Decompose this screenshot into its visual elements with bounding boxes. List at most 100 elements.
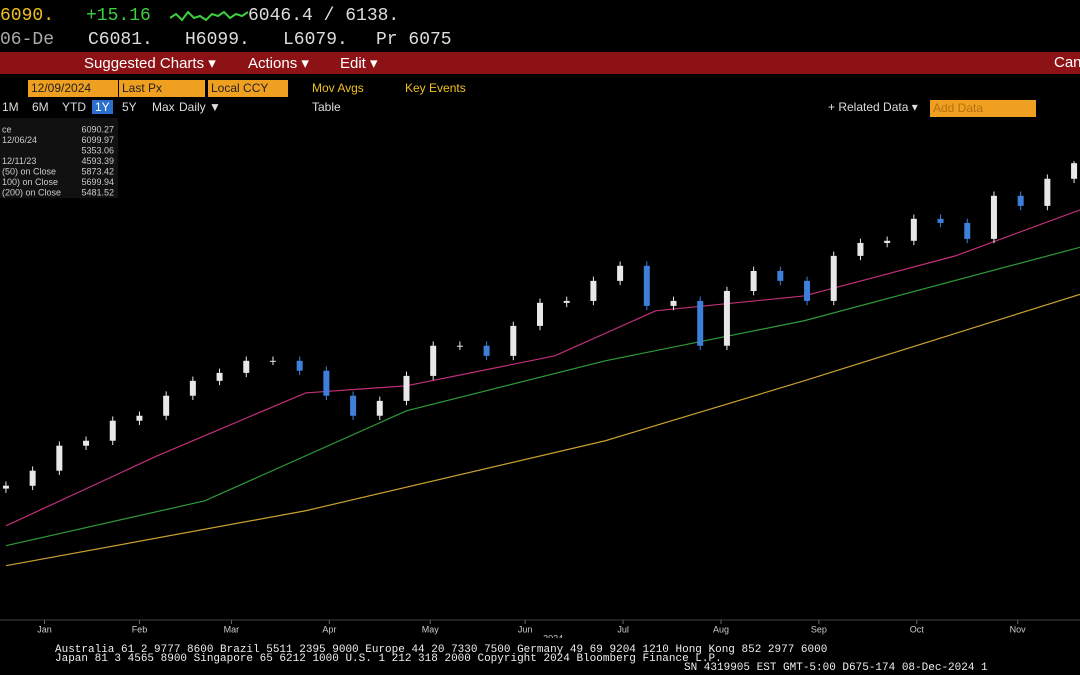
candle-body [723,291,730,346]
cancel[interactable]: Can [1054,54,1080,71]
candle-body [537,302,543,326]
period-button[interactable]: 1Y [92,100,113,114]
candle-body [376,400,383,416]
date-input[interactable]: 12/09/2024 [28,80,118,97]
prev: Pr 6075 [376,30,452,50]
period-button[interactable]: 5Y [122,100,137,114]
currency-input[interactable]: Local CCY [208,80,288,97]
key-events[interactable]: Key Events [405,81,466,95]
candle-body [884,240,891,243]
legend-value: 5873.42 [81,166,114,176]
candle-body [830,255,837,301]
candle-body [243,360,250,373]
legend-box [0,118,118,198]
moving-average [5,209,1080,527]
candle-body [937,218,944,223]
candle-body [456,345,463,347]
candle-body [857,242,864,256]
menu-bar: Suggested Charts ▾ Actions ▾ Edit ▾ Can [0,52,1080,74]
candle-body [403,375,410,401]
moving-average [5,293,1080,567]
candle-body [964,222,971,239]
actions[interactable]: Actions ▾ [248,55,309,72]
legend-value: 4593.39 [81,156,114,166]
change: +15.16 [86,6,151,26]
year-label: 2024 [543,633,563,638]
x-tick-label: Mar [224,624,240,634]
candle-body [136,415,143,421]
candle-body [163,395,170,416]
candle-body [990,195,997,239]
legend-label: 100) on Close [2,177,58,187]
footer-line: Australia 61 2 9777 8600 Brazil 5511 239… [55,644,828,656]
open: C6081. [88,30,153,50]
x-tick-label: Sep [811,624,827,634]
legend-value: 5353.06 [81,145,114,155]
legend-value: 6090.27 [81,124,114,134]
x-tick-label: Feb [132,624,148,634]
candle-body [56,445,63,471]
period-button[interactable]: 6M [32,100,49,114]
sparkline [170,10,248,22]
related-data[interactable]: + Related Data ▾ [828,100,918,114]
candle-body [510,325,517,356]
range: 6046.4 / 6138. [248,6,400,26]
legend-value: 6099.97 [81,135,114,145]
candle-body [29,470,36,486]
legend-value: 5481.52 [81,187,114,197]
legend-label: 12/06/24 [2,135,37,145]
chart: Jan Feb Mar Apr May Jun Jul Aug Sep Oct Nov 2024 ce 6… [0,118,1080,638]
candle-body [216,372,223,381]
candle-body [563,300,570,303]
candle-body [1017,195,1024,206]
candle-body [670,300,677,306]
add-data[interactable]: Add Data [930,100,1036,117]
candle-body [323,370,330,396]
date: 06-De [0,30,55,50]
mov-avgs[interactable]: Mov Avgs [312,81,364,95]
low: L6079. [283,30,348,50]
candle-body [750,270,757,292]
x-tick-label: Jan [37,624,52,634]
x-tick-label: Apr [322,624,336,634]
candle-body [350,395,357,416]
period-button[interactable]: YTD [62,100,86,114]
candle-body [1071,163,1078,179]
suggested-charts[interactable]: Suggested Charts ▾ [84,55,216,72]
candle-body [483,345,490,356]
candle-body [109,420,116,441]
legend-label: ce [2,124,12,134]
legend-value: 5699.94 [81,177,114,187]
x-tick-label: Jun [518,624,533,634]
candle-body [617,265,624,281]
candle-body [590,280,597,301]
legend-label: (50) on Close [2,166,56,176]
candle-body [643,265,650,306]
period-button[interactable]: Max [152,100,175,114]
candle-body [189,380,196,396]
period-button[interactable]: 1M [2,100,19,114]
candle-body [1044,178,1051,206]
candle-body [697,300,704,346]
frequency[interactable]: Daily ▼ [179,100,221,114]
x-tick-label: Oct [910,624,925,634]
candle-body [296,360,303,371]
edit[interactable]: Edit ▾ [340,55,378,72]
legend-label: 12/11/23 [2,156,36,166]
x-tick-label: Nov [1010,624,1027,634]
footer-line: SN 4319905 EST GMT-5:00 D675-174 08-Dec-… [684,662,988,674]
field-input[interactable]: Last Px [119,80,205,97]
candle-body [804,280,811,301]
legend-label: (200) on Close [2,187,61,197]
last-price: 6090. [0,6,55,26]
table[interactable]: Table [312,100,341,114]
footer-line: Japan 81 3 4565 8900 Singapore 65 6212 1… [55,653,722,665]
x-tick-label: Jul [617,624,629,634]
candle-body [910,218,917,241]
candle-body [777,270,784,281]
candle-body [83,440,90,446]
candle-body [269,360,276,362]
moving-average [5,246,1080,547]
x-tick-label: Aug [713,624,729,634]
